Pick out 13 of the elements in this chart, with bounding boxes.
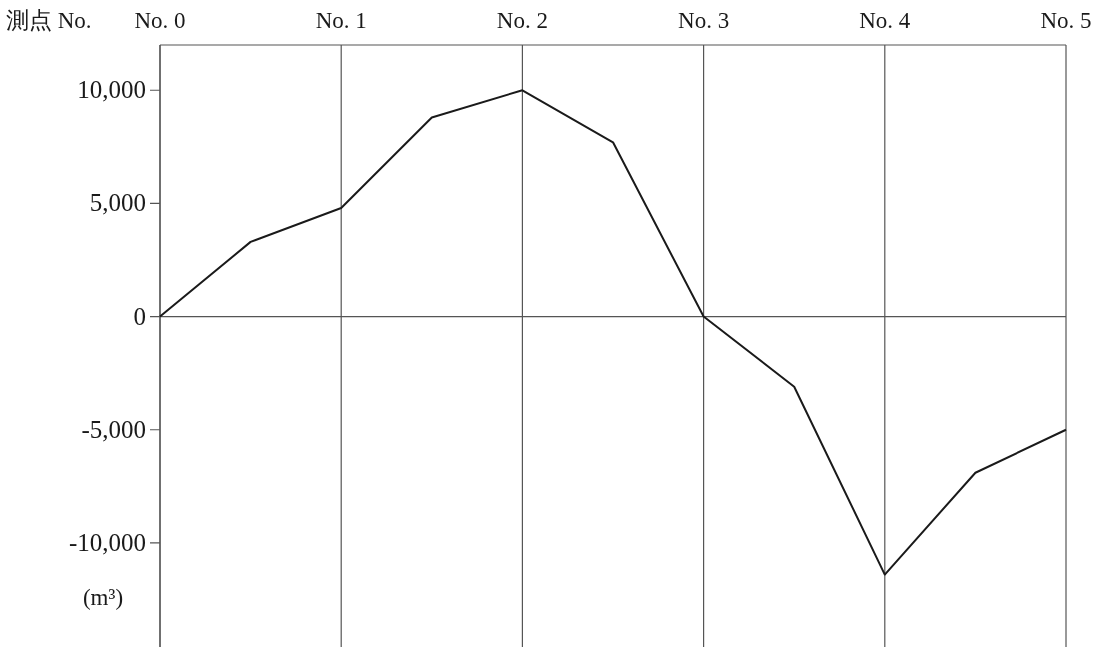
y-tick-label: -10,000	[68, 528, 146, 556]
y-tick-label: 5,000	[89, 189, 146, 217]
x-tick-label: No. 1	[315, 8, 367, 33]
y-tick-label: 0	[133, 302, 146, 330]
y-tick-label: -5,000	[81, 415, 146, 443]
y-axis-title: (m³)	[82, 585, 124, 610]
x-tick-label: No. 4	[859, 8, 911, 33]
y-tick-label: 10,000	[77, 76, 146, 104]
x-tick-label: No. 2	[496, 8, 548, 33]
x-axis-title: 測点 No.	[6, 8, 92, 33]
x-tick-label: No. 0	[134, 8, 186, 33]
x-tick-label: No. 3	[678, 8, 730, 33]
x-tick-label: No. 5	[1040, 8, 1092, 33]
